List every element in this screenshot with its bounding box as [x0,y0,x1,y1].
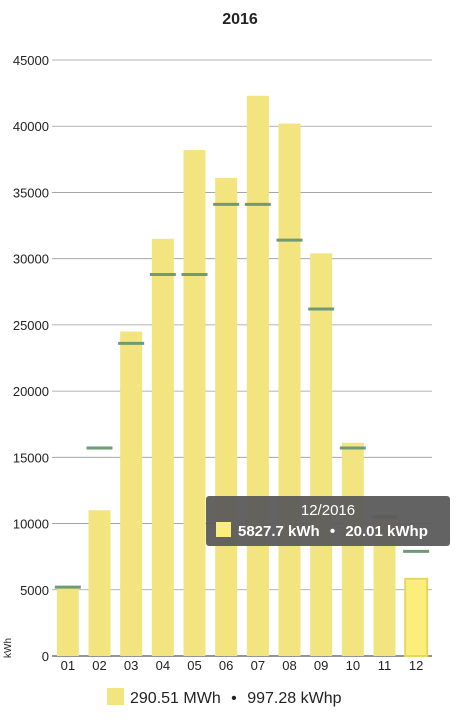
x-tick-label: 07 [251,658,265,673]
x-tick-label: 05 [187,658,201,673]
bar [151,238,174,657]
y-tick-label: 45000 [13,53,49,68]
y-tick-label: 5000 [20,583,49,598]
tooltip-swatch [216,522,231,537]
bar [278,123,301,656]
x-tick-label: 08 [282,658,296,673]
x-tick-label: 04 [156,658,170,673]
tooltip-separator: • [330,523,335,540]
x-tick-label: 09 [314,658,328,673]
x-tick-label: 03 [124,658,138,673]
bar [215,177,238,656]
y-axis: 0 5000 10000 15000 20000 25000 30000 35000 40000… [13,53,49,664]
y-tick-label: 10000 [13,517,49,532]
legend-total: 290.51 MWh [130,690,221,707]
y-tick-label: 25000 [13,318,49,333]
tooltip-value-text: 5827.7 kWh [238,523,320,540]
bar [341,442,364,656]
tooltip-value: 5827.7 kWh • 20.01 kWhp [238,523,428,540]
legend-secondary: 997.28 kWhp [247,690,341,707]
x-tick-label: 06 [219,658,233,673]
y-tick-label: 35000 [13,185,49,200]
bar [246,95,269,656]
y-tick-label: 30000 [13,252,49,267]
tooltip-secondary-text: 20.01 kWhp [345,523,428,540]
y-tick-label: 20000 [13,384,49,399]
y-tick-label: 40000 [13,119,49,134]
x-tick-label: 12 [409,658,423,673]
tooltip: 12/2016 5827.7 kWh • 20.01 kWhp [206,496,450,546]
bar [183,150,206,656]
bar [56,587,79,656]
y-tick-label: 0 [42,649,49,664]
legend-swatch [107,688,124,705]
y-axis-label: kWh [3,638,14,658]
bars [56,95,429,658]
gridlines [52,59,432,657]
x-tick-label: 10 [346,658,360,673]
bar [88,510,111,656]
bar [373,518,396,656]
x-axis: 01 02 03 04 05 06 07 08 09 10 11 12 [61,658,424,673]
chart-title: 2016 [222,11,258,28]
legend-label: 290.51 MWh • 997.28 kWhp [130,690,342,707]
bar [404,577,429,658]
legend-separator: • [231,690,237,707]
x-tick-label: 01 [61,658,75,673]
tooltip-title: 12/2016 [301,502,355,519]
tooltip-background [206,496,450,546]
x-tick-label: 02 [92,658,106,673]
bar [310,253,333,656]
legend[interactable]: 290.51 MWh • 997.28 kWhp [107,688,342,707]
x-tick-label: 11 [378,658,392,673]
y-tick-label: 15000 [13,450,49,465]
bar [120,331,143,656]
